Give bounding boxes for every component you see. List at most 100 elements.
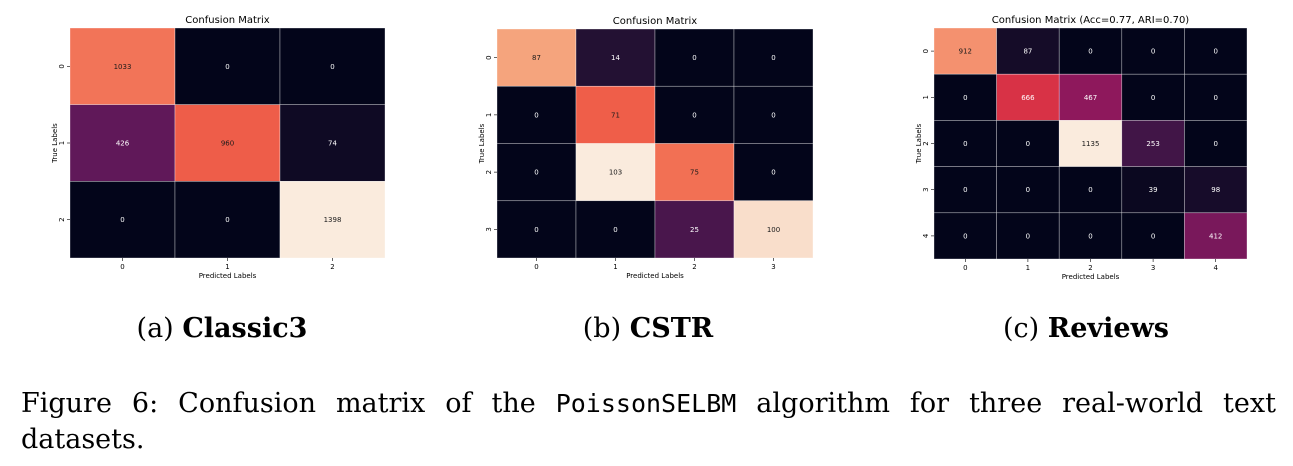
panel-3-y-axis-label: True Labels bbox=[915, 123, 923, 164]
panel-1-heatmap-cell bbox=[69, 27, 176, 105]
panel-1-heatmap-cell bbox=[174, 27, 281, 105]
panel-3-y-tick-label: 3 bbox=[922, 187, 930, 191]
panel-1-y-axis-label: True Labels bbox=[51, 123, 59, 164]
panel-3-cell-value-label: 0 bbox=[1151, 48, 1155, 56]
panel-1-cell-value-label: 0 bbox=[120, 216, 124, 224]
subcaption-a: (a) Classic3 bbox=[137, 313, 308, 344]
panel-2-x-axis-label: Predicted Labels bbox=[626, 272, 684, 280]
panel-3-heatmap-cell bbox=[1058, 73, 1123, 121]
panel-3-cell-value-label: 0 bbox=[1088, 186, 1092, 194]
panel-3-y-tick-label: 2 bbox=[922, 141, 930, 145]
panel-1-cell-value-label: 0 bbox=[225, 216, 229, 224]
panel-2-x-tick-label: 3 bbox=[771, 263, 775, 271]
panel-3-heatmap-cell bbox=[1184, 212, 1248, 260]
panel-3-cell-value-label: 39 bbox=[1149, 186, 1158, 194]
panel-1-heatmap-cell bbox=[279, 104, 386, 182]
panel-2-heatmap-cell bbox=[733, 85, 814, 144]
panel-3-chart-title: Confusion Matrix (Acc=0.77, ARI=0.70) bbox=[992, 15, 1190, 26]
panel-3-cell-value-label: 0 bbox=[1213, 140, 1217, 148]
panel-3-cell-value-label: 253 bbox=[1146, 140, 1159, 148]
panel-3-cell-value-label: 0 bbox=[963, 186, 967, 194]
panel-3-cell-value-label: 0 bbox=[963, 232, 967, 240]
panel-3-cell-value-label: 87 bbox=[1023, 48, 1032, 56]
panel-1-heatmap-cell bbox=[69, 181, 176, 259]
panel-2-heatmap-cell bbox=[733, 200, 814, 259]
panel-3-heatmap-cell bbox=[1121, 73, 1185, 121]
panel-3-x-tick-label: 1 bbox=[1026, 264, 1030, 272]
panel-2-cell-value-label: 0 bbox=[692, 111, 696, 119]
panel-3-cell-value-label: 412 bbox=[1209, 232, 1222, 240]
panel-1-cell-value-label: 960 bbox=[221, 140, 234, 148]
panel-2-x-tick-label: 0 bbox=[534, 263, 538, 271]
panel-2-heatmap-cell bbox=[496, 28, 577, 87]
panel-1-cell-value-label: 74 bbox=[328, 140, 337, 148]
panel-1-x-tick-label: 2 bbox=[330, 263, 334, 271]
panel-2-y-tick-label: 2 bbox=[485, 170, 493, 174]
panel-3-y-tick-label: 0 bbox=[922, 49, 930, 53]
subcaption-b: (b) CSTR bbox=[583, 313, 713, 344]
panel-2-cell-value-label: 0 bbox=[534, 169, 538, 177]
panel-3-heatmap-cell bbox=[996, 27, 1060, 75]
panel-2-cell-value-label: 100 bbox=[767, 226, 780, 234]
panel-2-cell-value-label: 0 bbox=[534, 111, 538, 119]
panel-3-heatmap-cell bbox=[1058, 212, 1123, 260]
panel-1-cell-value-label: 1033 bbox=[114, 63, 132, 71]
panel-3-cell-value-label: 98 bbox=[1211, 186, 1220, 194]
panel-2-cell-value-label: 0 bbox=[771, 54, 775, 62]
subcaption-a-prefix: (a) bbox=[136, 313, 174, 344]
panel-3-cell-value-label: 0 bbox=[1151, 232, 1155, 240]
panel-1-cell-value-label: 1398 bbox=[324, 216, 342, 224]
panel-1-heatmap-cell bbox=[174, 181, 281, 259]
panel-3-cell-value-label: 0 bbox=[1088, 232, 1092, 240]
panel-1-x-tick-label: 1 bbox=[225, 263, 229, 271]
panel-3-x-tick-label: 0 bbox=[963, 264, 967, 272]
panel-2-heatmap-cell bbox=[733, 143, 814, 202]
panel-2-y-tick-label: 1 bbox=[485, 113, 493, 117]
subcaption-c-name: Reviews bbox=[1047, 313, 1169, 344]
panel-1-heatmap-cell bbox=[69, 104, 176, 182]
panel-2-cell-value-label: 103 bbox=[609, 169, 622, 177]
panel-3-y-tick-label: 4 bbox=[922, 233, 930, 238]
panel-1-x-axis-label: Predicted Labels bbox=[199, 272, 257, 280]
panel-3-cell-value-label: 0 bbox=[1026, 186, 1030, 194]
caption-lead: Figure 6: Confusion matrix of the bbox=[21, 388, 536, 419]
panel-2-heatmap-cell bbox=[575, 200, 656, 259]
panel-3-cell-value-label: 0 bbox=[963, 94, 967, 102]
panel-3-cell-value-label: 1135 bbox=[1082, 140, 1100, 148]
panel-2-y-tick-label: 3 bbox=[485, 227, 493, 231]
subcaption-c-prefix: (c) bbox=[1003, 313, 1040, 344]
panel-3-heatmap-cell bbox=[1121, 212, 1185, 260]
panel-2-x-tick-label: 1 bbox=[613, 263, 617, 271]
panel-3-heatmap-cell bbox=[1121, 27, 1185, 75]
subcaption-a-name: Classic3 bbox=[182, 313, 308, 344]
panel-3-x-tick-label: 4 bbox=[1213, 264, 1218, 272]
panel-3-cell-value-label: 467 bbox=[1084, 94, 1097, 102]
panel-3-heatmap-cell bbox=[933, 166, 997, 214]
panel-2-cell-value-label: 0 bbox=[771, 111, 775, 119]
panel-3-heatmap-cell bbox=[1184, 120, 1248, 167]
panel-2-x-tick-label: 2 bbox=[692, 263, 696, 271]
panel-2-heatmap-cell bbox=[496, 85, 577, 144]
panel-3-heatmap-cell bbox=[996, 73, 1060, 121]
panel-2-y-axis-label: True Labels bbox=[478, 123, 486, 164]
panel-1-cell-value-label: 426 bbox=[116, 140, 130, 148]
panel-3-cell-value-label: 0 bbox=[963, 140, 967, 148]
panel-1-heatmap-cell bbox=[279, 27, 386, 105]
panel-1-heatmap-cell bbox=[174, 104, 281, 182]
panel-2-cell-value-label: 14 bbox=[611, 54, 620, 62]
panel-2-heatmap-cell bbox=[654, 28, 735, 87]
panel-3-y-tick-label: 1 bbox=[922, 95, 930, 99]
caption-tail: algorithm for three real-world text data… bbox=[21, 388, 1276, 455]
panel-2-cell-value-label: 0 bbox=[771, 169, 775, 177]
panel-3-heatmap-cell bbox=[1058, 27, 1123, 75]
panel-2-cell-value-label: 25 bbox=[690, 226, 699, 234]
panel-2-heatmap-cell bbox=[654, 143, 735, 202]
caption-algorithm-name: PoissonSELBM bbox=[555, 389, 737, 418]
panel-1-y-tick-label: 1 bbox=[58, 141, 66, 145]
panel-1-cell-value-label: 0 bbox=[225, 63, 229, 71]
figure-caption: Figure 6: Confusion matrix of the Poisso… bbox=[21, 386, 1276, 458]
subcaption-b-name: CSTR bbox=[629, 313, 714, 344]
panel-2-chart-title: Confusion Matrix bbox=[613, 16, 697, 27]
panel-2-cell-value-label: 71 bbox=[611, 111, 620, 119]
